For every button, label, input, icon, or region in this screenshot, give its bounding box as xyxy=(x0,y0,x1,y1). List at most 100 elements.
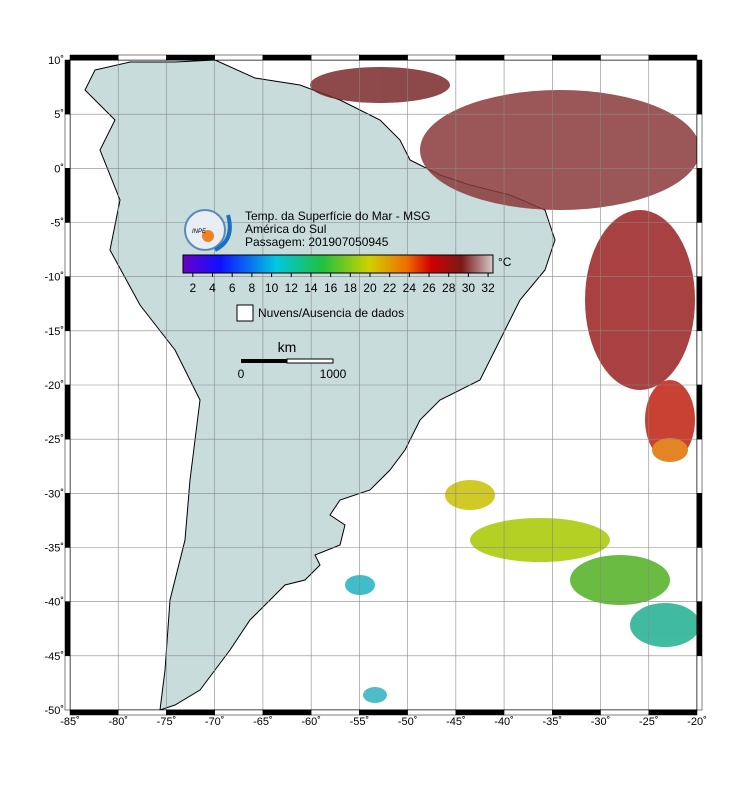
frame-band xyxy=(600,54,650,61)
colorbar-tick-label: 8 xyxy=(249,281,256,295)
y-tick-label: -15˚ xyxy=(44,326,64,338)
logo: INPE xyxy=(184,209,232,252)
x-tick-label: -80˚ xyxy=(108,716,128,728)
scale-start: 0 xyxy=(238,367,245,381)
y-tick-label: 10˚ xyxy=(48,55,64,67)
y-tick-label: 0˚ xyxy=(54,163,64,175)
colorbar-unit: °C xyxy=(498,255,512,269)
y-tick-label: -45˚ xyxy=(44,651,64,663)
frame-band xyxy=(696,547,703,602)
colorbar-tick-label: 32 xyxy=(481,281,495,295)
frame-band xyxy=(696,438,703,494)
colorbar-tick-label: 12 xyxy=(285,281,299,295)
title: Temp. da Superfície do Mar - MSG xyxy=(245,209,430,223)
frame-band xyxy=(214,709,264,716)
colorbar: °C 2 4 6 8 10 12 14 16 18 20 22 24 26 28 30 32 xyxy=(182,254,512,295)
colorbar-tick-label: 22 xyxy=(383,281,397,295)
frame-band xyxy=(117,709,167,716)
y-tick-label: -35˚ xyxy=(44,543,64,555)
frame-band xyxy=(69,54,119,61)
colorbar-tick-label: 14 xyxy=(304,281,318,295)
y-tick-label: -10˚ xyxy=(44,272,64,284)
frame-band xyxy=(310,54,360,61)
x-tick-label: -20˚ xyxy=(687,716,707,728)
y-tick-label: -50˚ xyxy=(44,705,64,717)
x-tick-label: -85˚ xyxy=(60,716,80,728)
x-tick-label: -30˚ xyxy=(591,716,611,728)
frame-band xyxy=(696,113,703,169)
frame-band xyxy=(310,709,360,716)
scale-bar: km 0 1000 xyxy=(238,339,347,381)
colorbar-tick-label: 26 xyxy=(422,281,436,295)
x-tick-label: -50˚ xyxy=(398,716,418,728)
frame-band xyxy=(262,54,312,61)
frame-band xyxy=(359,709,408,716)
x-tick-label: -65˚ xyxy=(253,716,273,728)
frame-band xyxy=(455,54,505,61)
grid xyxy=(70,60,697,710)
legend-label: Nuvens/Ausencia de dados xyxy=(258,306,404,320)
x-tick-label: -40˚ xyxy=(494,716,514,728)
x-tick-label: -75˚ xyxy=(157,716,177,728)
frame-band xyxy=(69,709,119,716)
x-tick-label: -70˚ xyxy=(205,716,225,728)
colorbar-tick-label: 20 xyxy=(363,281,377,295)
frame-band xyxy=(503,709,553,716)
scale-end: 1000 xyxy=(320,367,347,381)
frame-band xyxy=(696,384,703,440)
frame-band xyxy=(407,54,457,61)
axis-ticks: -85˚ -80˚ -75˚ -70˚ -65˚ -60˚ -55˚ -50˚ -45˚ -40˚… xyxy=(44,54,707,728)
colorbar-tick-label: 24 xyxy=(403,281,417,295)
x-tick-label: -55˚ xyxy=(350,716,370,728)
colorbar-tick-label: 16 xyxy=(324,281,338,295)
frame-band xyxy=(552,709,601,716)
frame-band xyxy=(64,655,71,711)
frame-band xyxy=(503,54,553,61)
frame-band xyxy=(696,601,703,657)
x-tick-label: -45˚ xyxy=(446,716,466,728)
colorbar-tick-label: 10 xyxy=(265,281,279,295)
frame-band xyxy=(696,493,703,548)
frame-band xyxy=(696,222,703,277)
frame-band xyxy=(64,601,71,657)
map-area xyxy=(70,60,697,710)
frame-band xyxy=(648,54,698,61)
x-tick-label: -35˚ xyxy=(543,716,563,728)
colorbar-tick-label: 28 xyxy=(442,281,456,295)
frame-band xyxy=(359,54,408,61)
frame-band xyxy=(166,54,215,61)
y-tick-label: 5˚ xyxy=(54,109,64,121)
frame-band xyxy=(214,54,264,61)
sst-patches xyxy=(310,67,697,703)
frame-band xyxy=(64,493,71,548)
x-tick-label: -60˚ xyxy=(301,716,321,728)
frame-band xyxy=(64,222,71,277)
frame-band xyxy=(64,547,71,602)
frame-band xyxy=(64,438,71,494)
colorbar-tick-label: 30 xyxy=(462,281,476,295)
frame-band xyxy=(455,709,505,716)
frame-band xyxy=(64,59,71,115)
colorbar-tick-label: 4 xyxy=(209,281,216,295)
y-tick-label: -30˚ xyxy=(44,488,64,500)
frame-band xyxy=(407,709,457,716)
frame-band xyxy=(696,330,703,386)
pass-time: Passagem: 201907050945 xyxy=(245,235,389,249)
frame-band xyxy=(166,709,215,716)
y-tick-label: -40˚ xyxy=(44,597,64,609)
frame-band xyxy=(64,330,71,386)
frame-band xyxy=(64,276,71,332)
colorbar-tick-label: 2 xyxy=(189,281,196,295)
colorbar-tick-label: 18 xyxy=(344,281,358,295)
subtitle: América do Sul xyxy=(245,222,326,236)
legend-swatch xyxy=(236,304,254,322)
y-tick-label: -5˚ xyxy=(51,218,64,230)
frame-band xyxy=(696,59,703,115)
colorbar-tick-label: 6 xyxy=(229,281,236,295)
colorbar-gradient xyxy=(182,254,494,274)
frame-band xyxy=(117,54,167,61)
frame-band xyxy=(64,168,71,223)
scale-unit: km xyxy=(278,339,297,355)
frame-band xyxy=(696,655,703,711)
